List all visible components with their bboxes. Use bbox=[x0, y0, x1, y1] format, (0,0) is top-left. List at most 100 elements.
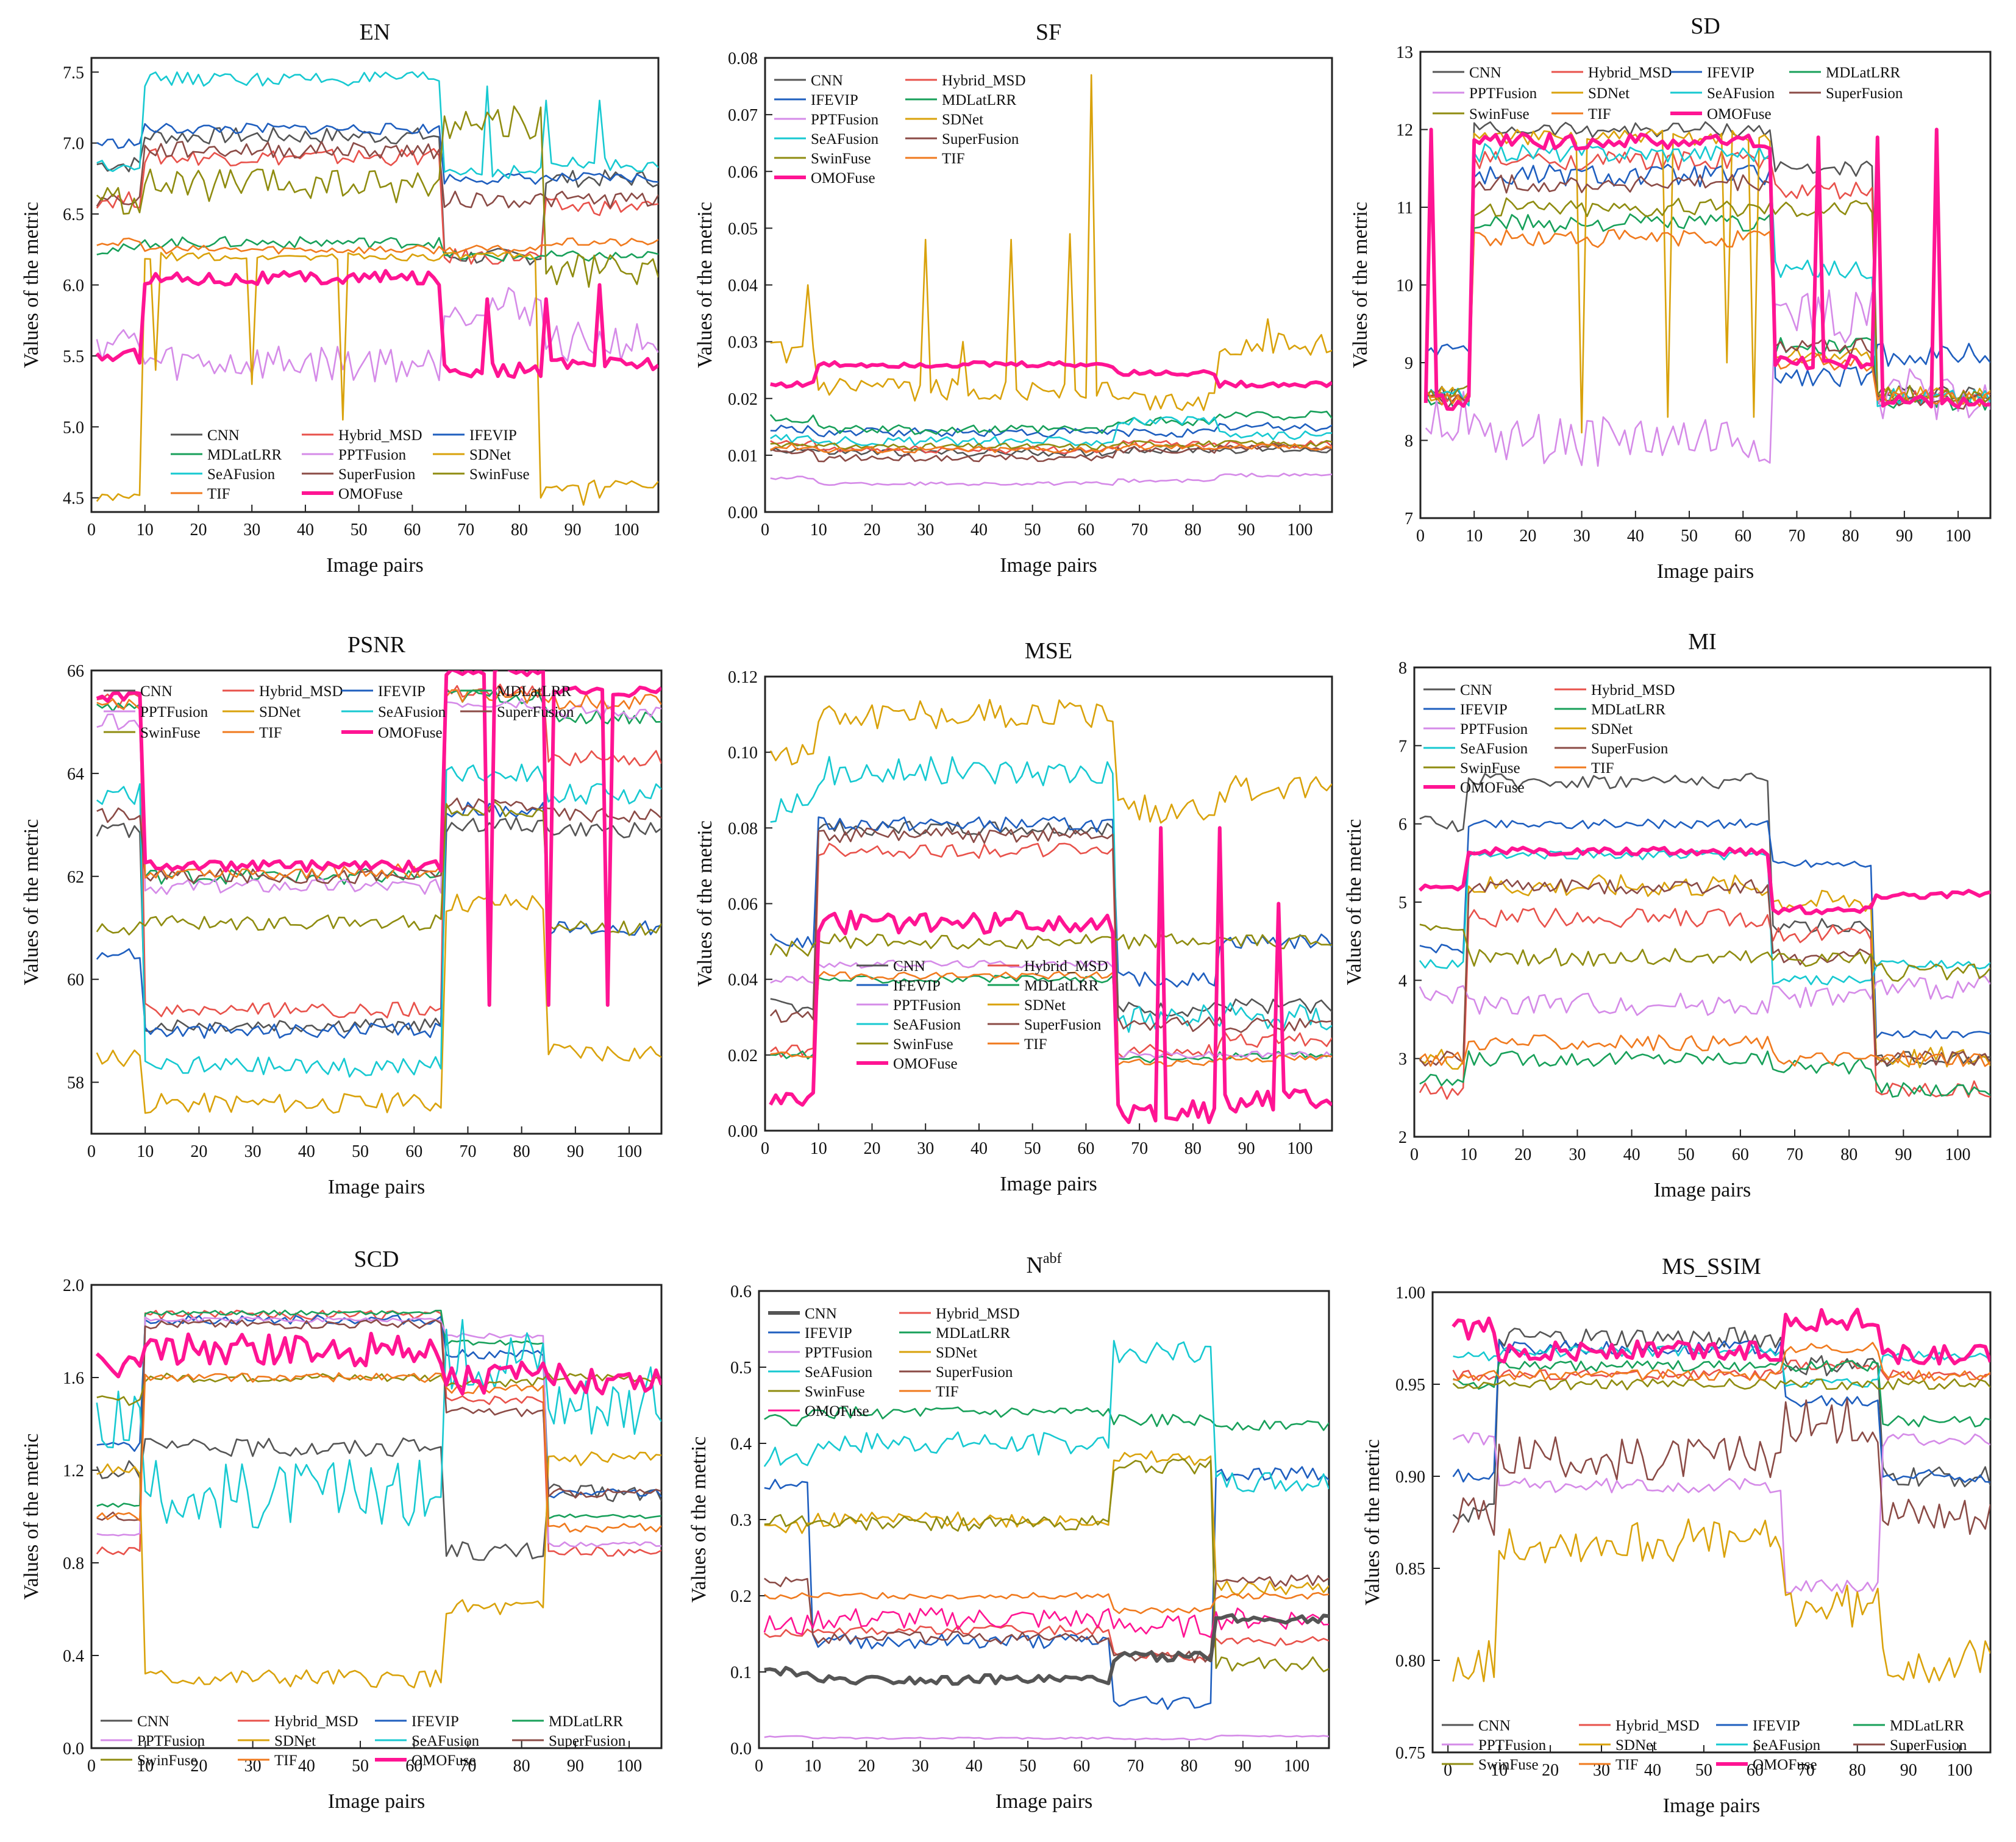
legend-label: SeAFusion bbox=[207, 466, 276, 483]
y-tick-label: 64 bbox=[67, 765, 84, 784]
x-axis-label: Image pairs bbox=[1663, 1794, 1761, 1817]
series-line-ifevip bbox=[96, 123, 658, 185]
y-tick-label: 0.04 bbox=[728, 971, 758, 990]
series-line-seafusion bbox=[770, 416, 1332, 447]
legend-label: PPTFusion bbox=[805, 1345, 873, 1361]
legend-label: SeAFusion bbox=[411, 1733, 480, 1749]
legend-label: SuperFusion bbox=[942, 131, 1019, 148]
x-tick-label: 70 bbox=[1786, 1145, 1803, 1164]
legend-label: CNN bbox=[207, 427, 240, 444]
series-line-tif bbox=[1453, 1342, 1990, 1382]
x-tick-label: 80 bbox=[1181, 1757, 1198, 1776]
x-tick-label: 100 bbox=[613, 521, 639, 539]
x-tick-label: 0 bbox=[1410, 1145, 1419, 1164]
legend-label: MDLatLRR bbox=[936, 1325, 1011, 1342]
series-line-sdnet bbox=[96, 251, 658, 506]
x-tick-label: 40 bbox=[1627, 527, 1644, 546]
y-axis-label: Values of the metric bbox=[694, 820, 716, 987]
legend-label: CNN bbox=[805, 1306, 837, 1322]
x-axis-label: Image pairs bbox=[996, 1790, 1093, 1813]
y-tick-label: 6 bbox=[1398, 816, 1407, 834]
x-tick-label: 10 bbox=[1460, 1145, 1477, 1164]
x-tick-label: 40 bbox=[298, 1142, 315, 1161]
series-line-mdlatlrr bbox=[1425, 213, 1990, 411]
series-line-superfusion bbox=[1452, 1398, 1990, 1536]
series-line-superfusion bbox=[96, 797, 661, 884]
legend-label: IFEVIP bbox=[1753, 1718, 1800, 1734]
x-tick-label: 0 bbox=[87, 521, 96, 539]
legend-label: PPTFusion bbox=[140, 704, 208, 720]
x-tick-label: 10 bbox=[810, 521, 827, 539]
y-tick-label: 4 bbox=[1398, 972, 1407, 990]
x-tick-label: 90 bbox=[1234, 1757, 1252, 1776]
x-tick-label: 30 bbox=[917, 1139, 934, 1158]
x-axis-label: Image pairs bbox=[326, 554, 424, 577]
y-tick-label: 0.1 bbox=[730, 1663, 752, 1682]
y-tick-label: 0.01 bbox=[728, 447, 758, 466]
x-tick-label: 10 bbox=[1466, 527, 1483, 546]
series-line-swinfuse bbox=[1452, 1378, 1990, 1391]
series-line-swinfuse bbox=[769, 933, 1332, 957]
x-tick-label: 20 bbox=[863, 521, 880, 539]
x-tick-label: 80 bbox=[1849, 1761, 1866, 1780]
series-line-cnn bbox=[764, 1613, 1329, 1686]
legend-label: Hybrid_MSD bbox=[1588, 65, 1672, 81]
series-line-swinfuse bbox=[764, 1458, 1329, 1673]
y-tick-label: 1.00 bbox=[1395, 1284, 1425, 1303]
series-line-pptfusion bbox=[1452, 1432, 1990, 1594]
legend-label: CNN bbox=[1478, 1718, 1511, 1734]
y-tick-label: 0.10 bbox=[728, 744, 758, 763]
series-line-pptfusion bbox=[96, 286, 658, 383]
series-line-hybrid_msd bbox=[1419, 908, 1990, 1100]
x-tick-label: 50 bbox=[352, 1142, 369, 1161]
y-tick-label: 2.0 bbox=[63, 1276, 84, 1295]
y-tick-label: 9 bbox=[1405, 354, 1413, 373]
series-line-pptfusion bbox=[770, 959, 1332, 1059]
x-tick-label: 10 bbox=[137, 1757, 154, 1776]
series-line-omofuse bbox=[763, 1607, 1329, 1638]
legend-label: SwinFuse bbox=[469, 466, 530, 483]
y-tick-label: 0.95 bbox=[1395, 1376, 1425, 1395]
y-tick-label: 0.75 bbox=[1395, 1744, 1425, 1763]
y-tick-label: 0.4 bbox=[63, 1647, 84, 1666]
y-tick-label: 62 bbox=[67, 868, 84, 887]
legend: CNN Hybrid_MSD IFEVIP MDLatLRR PPTFusion SDNe… bbox=[774, 73, 1026, 187]
legend: CNN Hybrid_MSD IFEVIP MDLatLRR PPTFusion SDNe… bbox=[104, 683, 574, 741]
series-line-omofuse bbox=[1418, 845, 1990, 916]
y-tick-label: 7 bbox=[1405, 510, 1413, 528]
y-tick-label: 8 bbox=[1405, 432, 1413, 451]
series-line-cnn bbox=[770, 444, 1332, 457]
legend-label: MDLatLRR bbox=[207, 447, 282, 463]
series-line-hybrid_msd bbox=[764, 1624, 1329, 1662]
x-tick-label: 30 bbox=[917, 521, 934, 539]
legend-label: SDNet bbox=[942, 112, 983, 128]
legend-label: IFEVIP bbox=[411, 1713, 459, 1730]
y-tick-label: 60 bbox=[67, 971, 84, 990]
y-tick-label: 0.4 bbox=[730, 1435, 752, 1454]
series-line-tif bbox=[764, 1591, 1329, 1615]
y-tick-label: 12 bbox=[1396, 121, 1413, 140]
y-tick-label: 0.05 bbox=[728, 219, 758, 238]
x-tick-label: 20 bbox=[1519, 527, 1536, 546]
legend-label: SeAFusion bbox=[893, 1017, 961, 1033]
plot-frame bbox=[764, 675, 1333, 1132]
plot-frame bbox=[1413, 666, 1992, 1138]
legend-label: SDNet bbox=[274, 1733, 316, 1749]
x-tick-label: 60 bbox=[1732, 1145, 1749, 1164]
legend: CNN Hybrid_MSD IFEVIP MDLatLRR PPTFusion SDNe… bbox=[1442, 1718, 1967, 1773]
legend-label: OMOFuse bbox=[1707, 106, 1772, 123]
x-tick-label: 50 bbox=[1695, 1761, 1712, 1780]
x-tick-label: 40 bbox=[1644, 1761, 1661, 1780]
series-line-pptfusion bbox=[770, 472, 1332, 486]
x-tick-label: 0 bbox=[1444, 1761, 1452, 1780]
series-line-swinfuse bbox=[1419, 923, 1990, 982]
x-tick-label: 70 bbox=[1788, 527, 1805, 546]
x-tick-label: 60 bbox=[405, 1142, 422, 1161]
x-tick-label: 70 bbox=[1131, 521, 1148, 539]
x-tick-label: 80 bbox=[1842, 527, 1859, 546]
series-line-cnn bbox=[1452, 1326, 1990, 1523]
x-tick-label: 70 bbox=[1131, 1139, 1148, 1158]
y-tick-label: 0.6 bbox=[730, 1282, 752, 1301]
x-tick-label: 40 bbox=[971, 521, 988, 539]
